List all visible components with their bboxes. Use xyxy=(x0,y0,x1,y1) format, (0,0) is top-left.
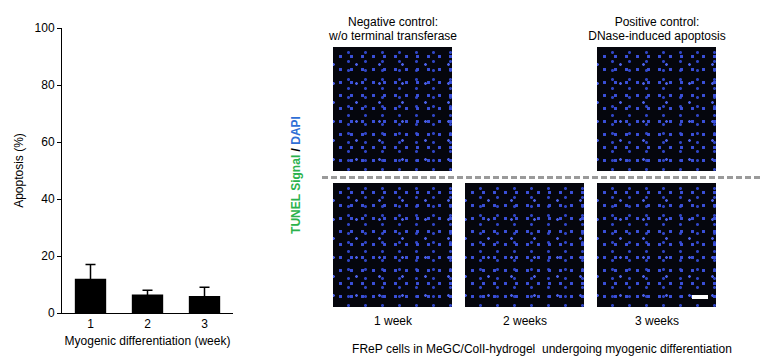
svg-text:Apoptosis (%): Apoptosis (%) xyxy=(12,133,26,208)
html-text:3 weeks: 3 weeks xyxy=(635,314,679,328)
svg-text:1: 1 xyxy=(87,317,94,331)
html-text:w/o terminal transferase: w/o terminal transferase xyxy=(329,29,457,43)
html-text:Positive control:: Positive control: xyxy=(614,15,700,29)
svg-text:20: 20 xyxy=(41,249,55,263)
html-text:FReP cells in MeGC/ColI-hydrog: FReP cells in MeGC/ColI-hydrogel undergo… xyxy=(352,342,732,356)
html-text:DNase-induced apoptosis: DNase-induced apoptosis xyxy=(588,29,726,43)
html-text:2 weeks: 2 weeks xyxy=(503,314,547,328)
html-text:DAPI: DAPI xyxy=(289,116,303,145)
svg-text:100: 100 xyxy=(35,21,55,35)
html-text:Negative control:: Negative control: xyxy=(348,15,438,29)
svg-text:80: 80 xyxy=(41,78,55,92)
html-text:TUNEL Signal: TUNEL Signal xyxy=(289,154,303,234)
html-text:1 week: 1 week xyxy=(374,314,412,328)
svg-text:60: 60 xyxy=(41,135,55,149)
svg-text:40: 40 xyxy=(41,192,55,206)
svg-text:3: 3 xyxy=(201,317,208,331)
svg-text:Myogenic differentiation (week: Myogenic differentiation (week) xyxy=(65,334,231,348)
svg-text:2: 2 xyxy=(144,317,151,331)
svg-text:0: 0 xyxy=(48,306,55,320)
